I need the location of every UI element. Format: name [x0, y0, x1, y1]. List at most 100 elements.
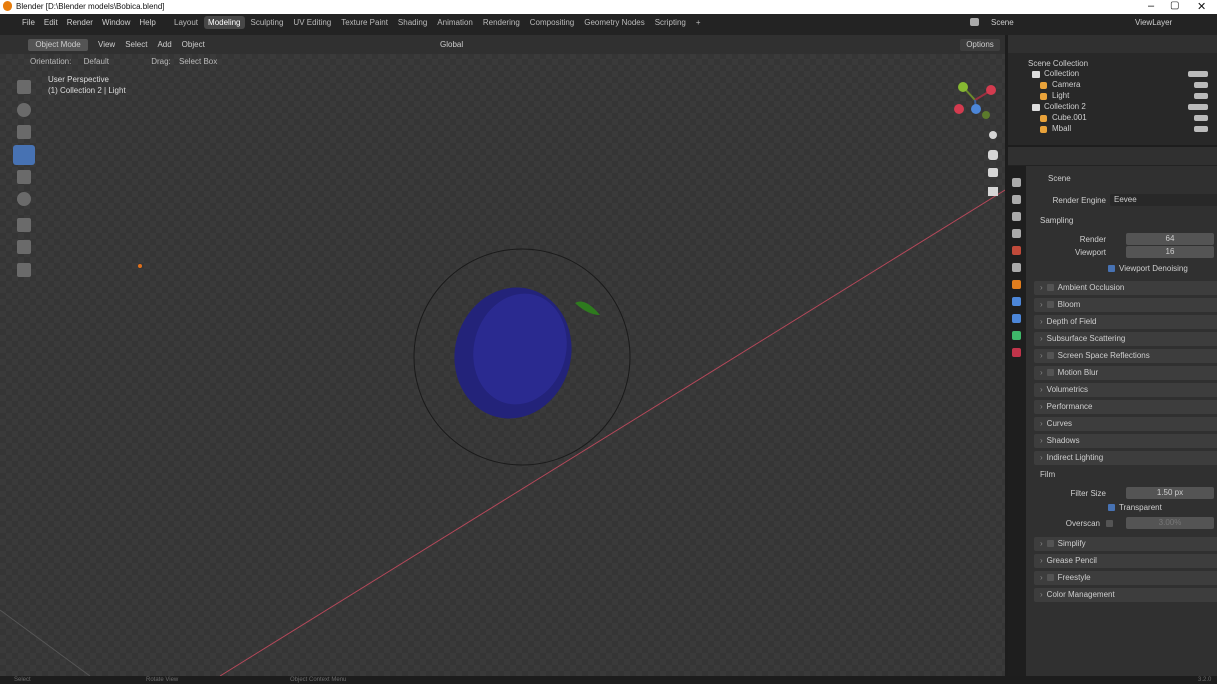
workspace-tab[interactable]: Scripting [654, 18, 686, 27]
viewport-menu[interactable]: Select [125, 40, 148, 49]
workspace-tab[interactable]: Shading [397, 18, 428, 27]
checkbox[interactable] [1046, 352, 1054, 359]
menu-item[interactable]: Window [101, 18, 131, 27]
options-button[interactable]: Options [960, 39, 1000, 51]
panel-header[interactable]: › Depth of Field [1034, 315, 1217, 329]
outliner: Scene Collection Collection Camera Light Co… [1008, 35, 1217, 145]
object-row[interactable]: Cube.001 [1052, 113, 1087, 122]
panel-title: Indirect Lighting [1046, 453, 1104, 462]
workspace-tab[interactable]: Layout [174, 18, 199, 27]
menu-item[interactable]: Render [66, 18, 93, 27]
orientation-value[interactable]: Default [83, 57, 109, 66]
panel-header[interactable]: › Simplify [1034, 537, 1217, 551]
workspace-tab[interactable]: UV Editing [293, 18, 332, 27]
panel-header[interactable]: › Subsurface Scattering [1034, 332, 1217, 346]
render-samples[interactable]: 64 [1126, 233, 1214, 245]
panel-header[interactable]: › Screen Space Reflections [1034, 349, 1217, 363]
checkbox[interactable] [1106, 520, 1113, 527]
checkbox[interactable] [1046, 301, 1054, 308]
panel-header[interactable]: Film [1040, 470, 1056, 479]
workspace-tab[interactable]: Sculpting [250, 18, 284, 27]
visibility [1194, 93, 1208, 99]
object-row[interactable]: Light [1052, 91, 1070, 100]
panel-header[interactable]: › Shadows [1034, 434, 1217, 448]
panel-header[interactable]: › Volumetrics [1034, 383, 1217, 397]
workspace-tab[interactable]: Rendering [482, 18, 520, 27]
view-layer-name[interactable]: ViewLayer [1135, 18, 1173, 27]
panel-header[interactable]: Sampling [1040, 216, 1074, 225]
object-icon [1040, 93, 1047, 100]
panel-header[interactable]: › Performance [1034, 400, 1217, 414]
view-controls[interactable] [988, 131, 998, 196]
properties-tab[interactable] [1012, 331, 1021, 340]
menu-item[interactable]: File [22, 18, 35, 27]
scene-collection[interactable]: Scene Collection [1028, 59, 1089, 68]
mode-select[interactable]: Object Mode [28, 39, 88, 51]
checkbox[interactable] [1108, 265, 1115, 272]
minimize[interactable]: – [1148, 0, 1155, 12]
chevron: › [1040, 436, 1043, 445]
panel-header[interactable]: › Freestyle [1034, 571, 1217, 585]
properties-tab[interactable] [1012, 263, 1021, 272]
properties-tab[interactable] [1012, 195, 1021, 204]
object-row[interactable]: Camera [1052, 80, 1081, 89]
close[interactable]: ✕ [1197, 1, 1207, 13]
properties-content: Render Engine Eevee Sampling Render 64 Viewpo… [1028, 187, 1217, 667]
workspace-tab[interactable]: Animation [437, 18, 473, 27]
properties-tab[interactable] [1012, 246, 1021, 255]
drag-label: Drag: [151, 57, 171, 66]
collection-row[interactable]: Collection [1044, 69, 1080, 78]
object-row[interactable]: Mball [1052, 124, 1072, 133]
collection-icon [1032, 71, 1040, 78]
collection-row[interactable]: Collection 2 [1044, 102, 1086, 111]
scene-name[interactable]: Scene [991, 18, 1014, 27]
navigation-gizmo[interactable] [954, 82, 996, 119]
drag-value[interactable]: Select Box [178, 57, 218, 66]
maximize[interactable]: ▢ [1170, 0, 1180, 11]
chevron: › [1040, 317, 1043, 326]
panel-header[interactable]: › Bloom [1034, 298, 1217, 312]
panel-header[interactable]: › Motion Blur [1034, 366, 1217, 380]
menu-item[interactable]: Edit [43, 18, 58, 27]
workspace-tab[interactable]: Compositing [529, 18, 575, 27]
checkbox[interactable] [1046, 284, 1054, 291]
checkbox[interactable] [1046, 574, 1054, 581]
viewport-menu[interactable]: Object [181, 40, 205, 49]
properties-tab[interactable] [1012, 297, 1021, 306]
render-engine[interactable]: Eevee [1110, 194, 1217, 206]
checkbox[interactable] [1046, 369, 1054, 376]
properties-tab[interactable] [1012, 178, 1021, 187]
overscan[interactable]: 3.00% [1126, 517, 1214, 529]
properties-tab[interactable] [1012, 229, 1021, 238]
viewport-samples[interactable]: 16 [1126, 246, 1214, 258]
panel-header[interactable]: › Curves [1034, 417, 1217, 431]
render-engine-label: Render Engine [1052, 196, 1106, 205]
panel-title: Color Management [1046, 590, 1115, 599]
properties-tab[interactable] [1012, 314, 1021, 323]
viewport[interactable]: Object Mode View Select Add Object Global O… [0, 35, 1005, 676]
checkbox[interactable] [1046, 540, 1054, 547]
workspace-tab[interactable]: Geometry Nodes [584, 18, 645, 27]
panel-header[interactable]: › Color Management [1034, 588, 1217, 602]
properties-tab[interactable] [1012, 348, 1021, 357]
outliner-header [1008, 35, 1217, 53]
filter-size[interactable]: 1.50 px [1126, 487, 1214, 499]
viewport-menu[interactable]: View [98, 40, 116, 49]
checkbox[interactable] [1108, 504, 1115, 511]
checkbox-row[interactable]: Viewport Denoising [1108, 264, 1188, 273]
workspace-tabs: Layout Modeling Sculpting UV Editing Texture… [170, 16, 705, 29]
workspace-tab[interactable]: Modeling [204, 16, 245, 29]
properties-tab[interactable] [1012, 212, 1021, 221]
menu-item[interactable]: Help [139, 18, 156, 27]
workspace-tab[interactable]: Texture Paint [341, 18, 388, 27]
transform-orientation[interactable]: Global [440, 40, 464, 49]
properties-tab[interactable] [1012, 280, 1021, 289]
panel-header[interactable]: › Ambient Occlusion [1034, 281, 1217, 295]
checkbox-row[interactable]: Transparent [1108, 503, 1162, 512]
workspace-tab[interactable]: + [695, 18, 701, 27]
orientation-label: Orientation: [30, 57, 72, 66]
chevron: › [1040, 334, 1043, 343]
panel-header[interactable]: › Grease Pencil [1034, 554, 1217, 568]
panel-header[interactable]: › Indirect Lighting [1034, 451, 1217, 465]
viewport-menu[interactable]: Add [157, 40, 172, 49]
